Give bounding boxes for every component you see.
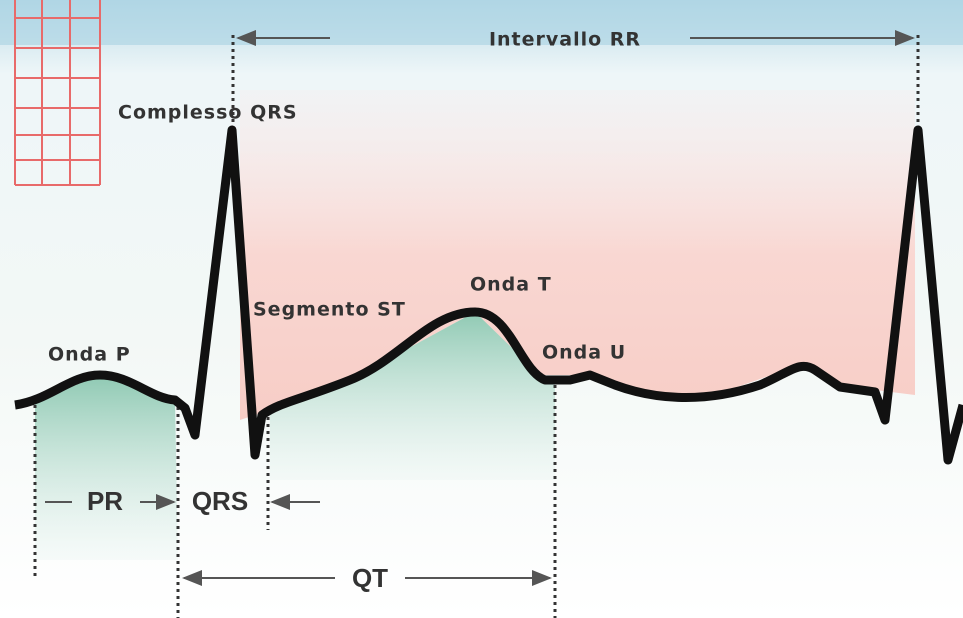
qrs-complex-label: Complesso QRS	[118, 102, 298, 124]
p-area	[35, 375, 178, 560]
st-segment-label: Segmento ST	[253, 299, 406, 321]
p-wave-label: Onda P	[48, 344, 131, 366]
t-wave-label: Onda T	[470, 274, 552, 296]
pr-label: PR	[87, 486, 123, 516]
ecg-diagram: Intervallo RR Complesso QRS Segmento ST …	[0, 0, 963, 618]
rr-label: Intervallo RR	[489, 29, 641, 51]
qt-label: QT	[352, 563, 388, 593]
u-wave-label: Onda U	[542, 342, 626, 364]
qrs-label: QRS	[192, 486, 248, 516]
